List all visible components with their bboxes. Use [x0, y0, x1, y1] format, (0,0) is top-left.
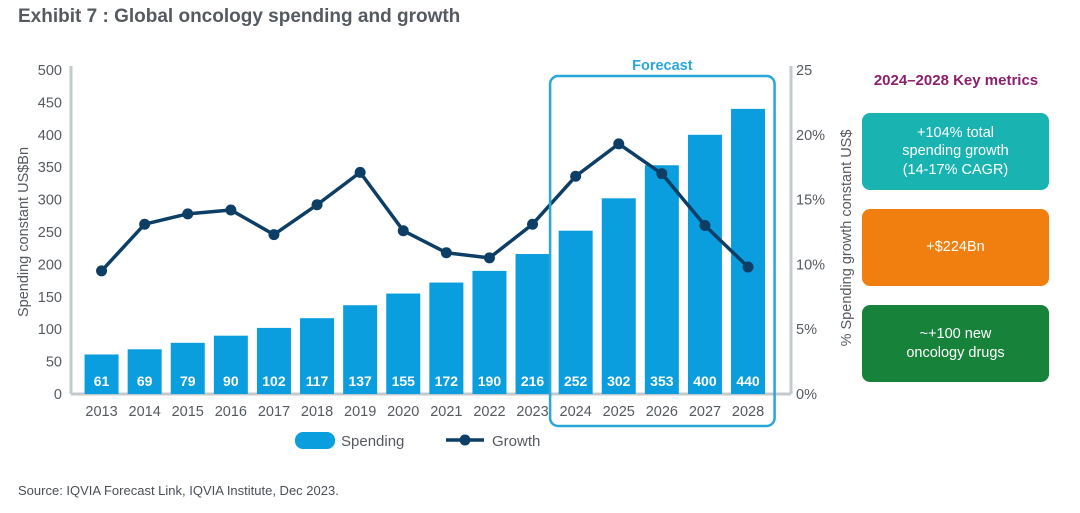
y2-tick-label: 10% [796, 257, 825, 273]
y-tick-label: 100 [38, 322, 62, 338]
y-tick-label: 150 [38, 290, 62, 306]
metric-added-spending: +$224Bn [862, 209, 1049, 286]
growth-point [268, 229, 280, 241]
spending-bar [687, 134, 722, 395]
spending-bar [558, 230, 593, 394]
spending-bar-label: 190 [478, 373, 502, 389]
x-tick-label: 2015 [172, 404, 204, 420]
y2-tick-label: 25 [796, 63, 812, 79]
spending-bar [84, 354, 119, 394]
y2-tick-label: 5% [796, 322, 817, 338]
spending-bar-label: 216 [521, 373, 545, 389]
y-tick-label: 0 [54, 387, 62, 403]
spending-bar-label: 302 [607, 373, 631, 389]
growth-point [397, 225, 409, 237]
x-tick-label: 2020 [387, 404, 419, 420]
x-tick-label: 2028 [732, 404, 764, 420]
growth-point [225, 204, 237, 216]
key-metrics-title: 2024–2028 Key metrics [873, 72, 1039, 89]
x-tick-label: 2025 [603, 404, 635, 420]
spending-bar [170, 342, 205, 394]
forecast-label: Forecast [632, 58, 693, 74]
y-tick-label: 450 [38, 95, 62, 111]
exhibit-title: Exhibit 7 : Global oncology spending and… [18, 6, 461, 27]
spending-bar-label: 102 [262, 373, 286, 389]
growth-point [311, 199, 323, 211]
growth-point [440, 247, 452, 259]
y-tick-label: 50 [46, 355, 62, 371]
source-note: Source: IQVIA Forecast Link, IQVIA Insti… [18, 483, 339, 498]
spending-bar [127, 349, 162, 394]
spending-bar [300, 318, 335, 394]
growth-point [527, 218, 539, 230]
x-tick-label: 2027 [689, 404, 721, 420]
metric-total-spending-growth: +104% total spending growth (14-17% CAGR… [862, 113, 1049, 190]
spending-bar-label: 137 [348, 373, 372, 389]
spending-bar [601, 198, 636, 394]
spending-bar [429, 282, 464, 394]
spending-bar [256, 327, 291, 394]
y2-tick-label: 15% [796, 193, 825, 209]
y-axis-title: Spending constant US$Bn [16, 147, 32, 317]
growth-point [182, 208, 194, 220]
spending-bar-label: 69 [137, 373, 153, 389]
metric-new-oncology-drugs: ~+100 new oncology drugs [862, 305, 1049, 382]
y2-axis-title: % Spending growth constant US$ [839, 130, 855, 347]
growth-point [742, 261, 754, 273]
spending-bar-label: 90 [223, 373, 239, 389]
spending-bar-label: 155 [392, 373, 416, 389]
y-tick-label: 250 [38, 225, 62, 241]
x-tick-label: 2014 [129, 404, 161, 420]
legend-growth-marker [459, 434, 471, 446]
spending-bar-label: 353 [650, 373, 674, 389]
spending-bar [213, 335, 248, 394]
spending-bar-label: 172 [435, 373, 459, 389]
legend-spending-swatch [295, 432, 335, 449]
x-tick-label: 2019 [344, 404, 376, 420]
growth-point [570, 170, 582, 182]
y-tick-label: 300 [38, 193, 62, 209]
spending-bar-label: 61 [94, 373, 110, 389]
growth-line [100, 142, 750, 273]
spending-bar [472, 270, 507, 394]
x-tick-label: 2018 [301, 404, 333, 420]
x-tick-label: 2023 [516, 404, 548, 420]
x-tick-label: 2013 [85, 404, 117, 420]
spending-bar-label: 400 [693, 373, 717, 389]
spending-bar-label: 79 [180, 373, 196, 389]
growth-point [96, 265, 108, 277]
x-tick-label: 2016 [215, 404, 247, 420]
y2-tick-label: 20% [796, 128, 825, 144]
spending-bar [515, 254, 550, 394]
y-tick-label: 500 [38, 63, 62, 79]
x-tick-label: 2022 [473, 404, 505, 420]
spending-bar-label: 117 [306, 373, 329, 389]
x-tick-label: 2021 [430, 404, 462, 420]
x-tick-label: 2024 [560, 404, 592, 420]
y-tick-label: 200 [38, 257, 62, 273]
y-tick-label: 350 [38, 160, 62, 176]
spending-bar [731, 108, 766, 394]
legend-spending-label: Spending [341, 433, 404, 450]
forecast-box [548, 74, 776, 428]
spending-bar [343, 305, 378, 394]
y2-tick-label: 0% [796, 387, 817, 403]
legend-growth-label: Growth [492, 433, 540, 450]
x-tick-label: 2017 [258, 404, 290, 420]
y-tick-label: 400 [38, 128, 62, 144]
spending-bar [644, 165, 679, 394]
spending-bar-label: 252 [564, 373, 588, 389]
growth-point [139, 218, 151, 230]
growth-point [483, 252, 495, 264]
spending-bar [386, 293, 421, 394]
growth-point [354, 166, 366, 178]
spending-bar-label: 440 [736, 373, 760, 389]
growth-point [699, 220, 711, 232]
growth-point [613, 138, 625, 150]
x-tick-label: 2026 [646, 404, 678, 420]
growth-point [656, 168, 668, 180]
